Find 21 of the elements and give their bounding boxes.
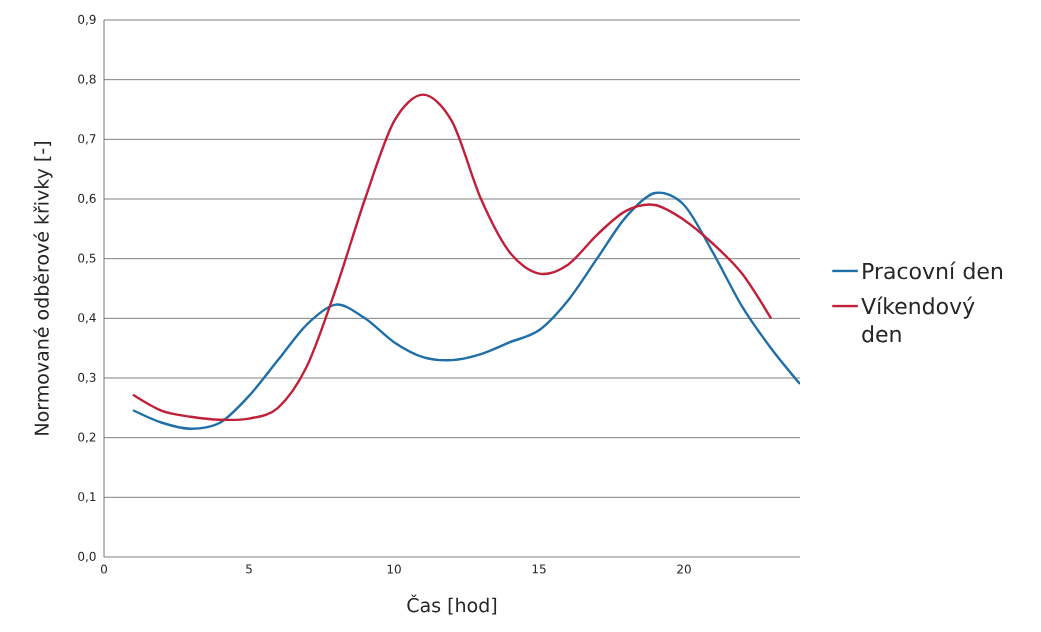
y-tick-label: 0,4 [78, 313, 96, 324]
y-tick-label: 0,2 [78, 432, 96, 443]
y-tick-label: 0,7 [78, 134, 96, 145]
legend-label: Víkendový den [861, 296, 975, 343]
x-tick-label: 10 [387, 564, 401, 574]
y-tick-label: 0,1 [78, 492, 96, 503]
y-tick-label: 0,9 [78, 14, 96, 26]
x-tick-label: 0 [100, 564, 108, 574]
y-tick-label: 0,3 [78, 372, 96, 384]
x-tick-label: 5 [246, 564, 252, 574]
y-tick-label: 0,0 [78, 551, 96, 563]
x-tick-label: 20 [677, 564, 691, 574]
y-tick-label: 0,8 [78, 74, 96, 85]
x-tick-label: 15 [532, 564, 546, 574]
line-series [131, 93, 773, 422]
x-axis-title: Čas [hod] [407, 594, 497, 615]
y-tick-label: 0,6 [78, 193, 96, 205]
y-tick-label: 0,5 [78, 253, 96, 264]
y-axis-title: Normované odběrové křivky [-] [33, 142, 53, 435]
legend-label: Pracovní den [863, 261, 1002, 280]
line-series [131, 191, 801, 430]
